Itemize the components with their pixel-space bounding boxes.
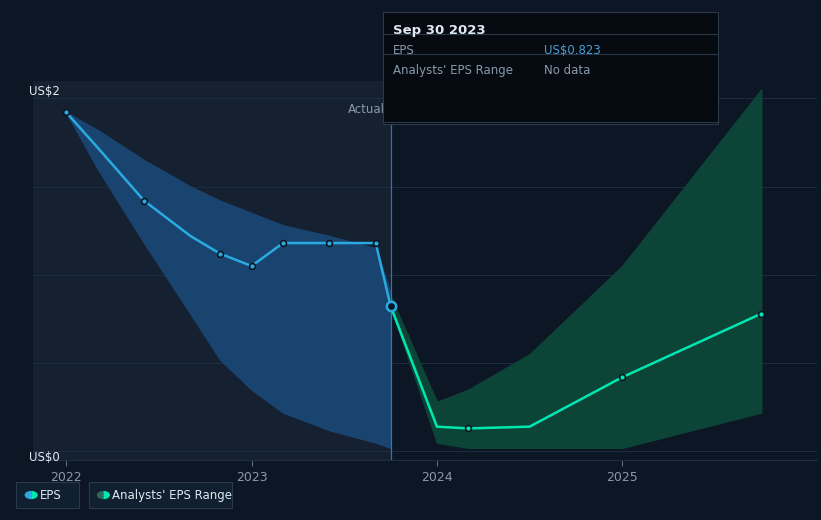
Point	[323, 239, 336, 247]
Point	[616, 373, 629, 381]
Point	[213, 250, 227, 258]
Point	[369, 239, 383, 247]
Text: US$2: US$2	[29, 85, 60, 98]
Point	[754, 309, 768, 318]
Text: US$0.823: US$0.823	[544, 44, 600, 57]
Text: EPS: EPS	[39, 489, 61, 501]
Text: Analysts' EPS Range: Analysts' EPS Range	[112, 489, 232, 501]
Point	[137, 197, 150, 205]
Text: No data: No data	[544, 64, 590, 77]
Point	[245, 262, 258, 270]
Text: Actual: Actual	[348, 103, 385, 116]
Point	[462, 424, 475, 433]
Text: Sep 30 2023: Sep 30 2023	[393, 24, 485, 37]
Bar	[33, 81, 391, 460]
Point	[384, 302, 397, 310]
Text: US$0: US$0	[29, 451, 60, 464]
Point	[60, 108, 73, 116]
Text: EPS: EPS	[393, 44, 415, 57]
Point	[277, 239, 290, 247]
Text: Analysts' EPS Range: Analysts' EPS Range	[393, 64, 513, 77]
Text: Analysts Forecasts: Analysts Forecasts	[397, 103, 506, 116]
